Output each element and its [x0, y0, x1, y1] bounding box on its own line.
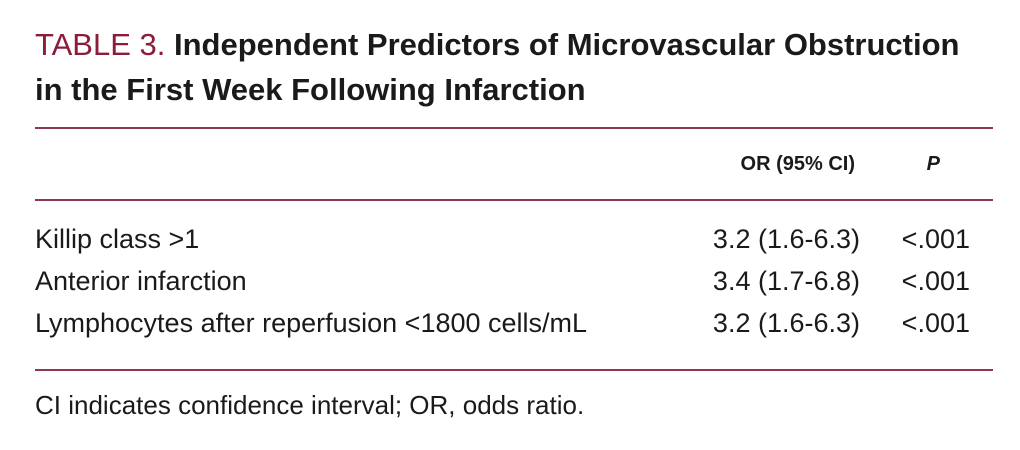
row-label: Lymphocytes after reperfusion <1800 cell…	[35, 308, 588, 338]
rule	[35, 199, 993, 201]
cell: <.001	[901, 308, 970, 338]
rule	[35, 127, 993, 129]
row-label: Killip class >1	[35, 224, 200, 254]
cell: 3.4 (1.7-6.8)	[712, 266, 860, 296]
cell: <.001	[901, 224, 970, 254]
row-label: Anterior infarction	[35, 266, 247, 296]
table-title: TABLE 3. Independent Predictors of Micro…	[35, 22, 985, 112]
cell: 3.2 (1.6-6.3)	[712, 224, 860, 254]
table-label: TABLE 3.	[35, 27, 166, 62]
cell: <.001	[901, 266, 970, 296]
title-text: Independent Predictors of Microvascular …	[35, 27, 960, 107]
column-header: P	[926, 153, 940, 175]
rule	[35, 369, 993, 371]
column-header: OR (95% CI)	[740, 153, 855, 175]
footnote: CI indicates confidence interval; OR, od…	[35, 390, 585, 420]
cell: 3.2 (1.6-6.3)	[712, 308, 860, 338]
